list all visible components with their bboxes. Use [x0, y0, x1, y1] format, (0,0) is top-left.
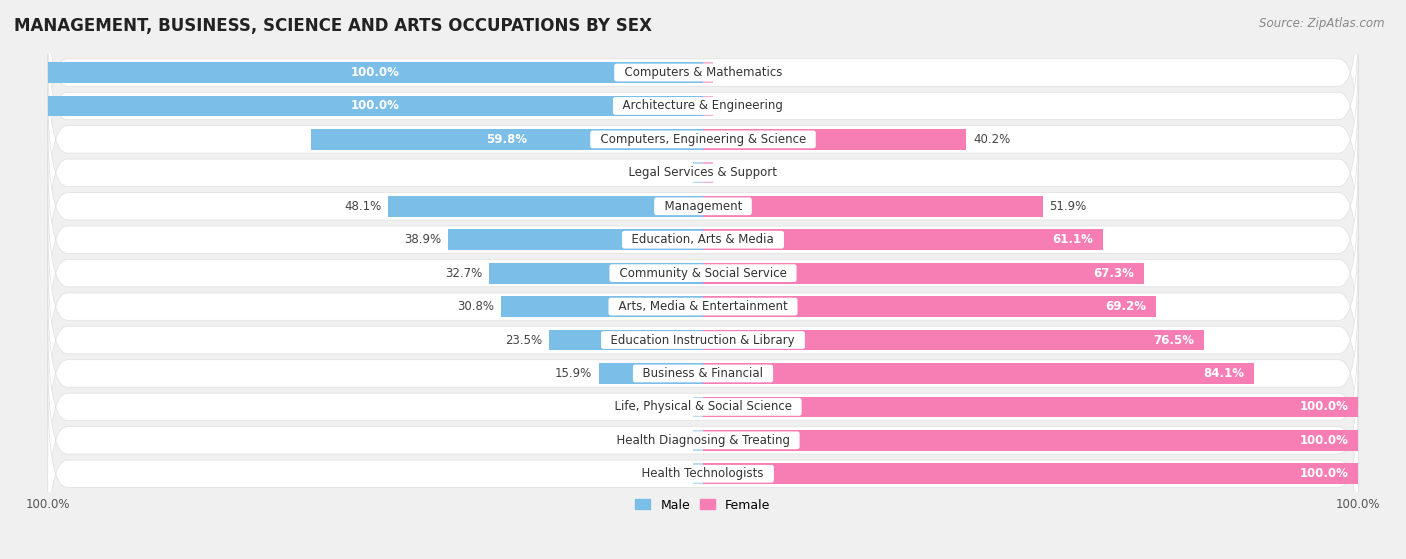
- Text: Health Technologists: Health Technologists: [634, 467, 772, 480]
- Text: 0.0%: 0.0%: [657, 434, 686, 447]
- Text: 51.9%: 51.9%: [1050, 200, 1087, 213]
- Text: 76.5%: 76.5%: [1153, 334, 1195, 347]
- Bar: [693, 396, 703, 417]
- Text: 69.2%: 69.2%: [1105, 300, 1147, 313]
- Text: 67.3%: 67.3%: [1094, 267, 1135, 280]
- FancyBboxPatch shape: [48, 187, 1358, 360]
- Bar: [703, 396, 1358, 417]
- FancyBboxPatch shape: [48, 0, 1358, 159]
- Text: 0.0%: 0.0%: [720, 167, 749, 179]
- Text: Education, Arts & Media: Education, Arts & Media: [624, 233, 782, 246]
- Text: 84.1%: 84.1%: [1204, 367, 1244, 380]
- FancyBboxPatch shape: [48, 153, 1358, 326]
- Bar: [548, 330, 703, 350]
- Text: MANAGEMENT, BUSINESS, SCIENCE AND ARTS OCCUPATIONS BY SEX: MANAGEMENT, BUSINESS, SCIENCE AND ARTS O…: [14, 17, 652, 35]
- FancyBboxPatch shape: [48, 120, 1358, 293]
- Bar: [703, 62, 713, 83]
- Bar: [703, 196, 1043, 217]
- Bar: [693, 463, 703, 484]
- Text: 100.0%: 100.0%: [1299, 400, 1348, 414]
- Text: 0.0%: 0.0%: [657, 400, 686, 414]
- Bar: [489, 263, 703, 283]
- Text: 0.0%: 0.0%: [657, 467, 686, 480]
- Bar: [48, 96, 703, 116]
- Bar: [703, 263, 1144, 283]
- Text: Business & Financial: Business & Financial: [636, 367, 770, 380]
- FancyBboxPatch shape: [48, 320, 1358, 494]
- Text: 100.0%: 100.0%: [1299, 434, 1348, 447]
- Bar: [388, 196, 703, 217]
- FancyBboxPatch shape: [48, 220, 1358, 393]
- Bar: [703, 330, 1205, 350]
- Text: 40.2%: 40.2%: [973, 133, 1010, 146]
- Text: 59.8%: 59.8%: [486, 133, 527, 146]
- FancyBboxPatch shape: [48, 53, 1358, 226]
- Text: 15.9%: 15.9%: [555, 367, 592, 380]
- Text: 100.0%: 100.0%: [352, 66, 399, 79]
- Text: Architecture & Engineering: Architecture & Engineering: [616, 100, 790, 112]
- Bar: [449, 229, 703, 250]
- Legend: Male, Female: Male, Female: [630, 494, 776, 517]
- Text: 61.1%: 61.1%: [1053, 233, 1094, 246]
- FancyBboxPatch shape: [48, 287, 1358, 460]
- Text: 100.0%: 100.0%: [720, 100, 763, 112]
- Text: 32.7%: 32.7%: [444, 267, 482, 280]
- Text: 23.5%: 23.5%: [505, 334, 543, 347]
- Bar: [703, 296, 1156, 317]
- Text: 30.8%: 30.8%: [457, 300, 495, 313]
- FancyBboxPatch shape: [48, 253, 1358, 427]
- Bar: [703, 163, 713, 183]
- Bar: [703, 463, 1358, 484]
- Text: Management: Management: [657, 200, 749, 213]
- Text: Health Diagnosing & Treating: Health Diagnosing & Treating: [609, 434, 797, 447]
- FancyBboxPatch shape: [48, 20, 1358, 192]
- Bar: [693, 163, 703, 183]
- Text: 100.0%: 100.0%: [720, 66, 763, 79]
- Text: 100.0%: 100.0%: [352, 100, 399, 112]
- Bar: [703, 229, 1104, 250]
- Text: Arts, Media & Entertainment: Arts, Media & Entertainment: [610, 300, 796, 313]
- Text: 100.0%: 100.0%: [1299, 467, 1348, 480]
- Text: 0.0%: 0.0%: [657, 167, 686, 179]
- Text: Computers, Engineering & Science: Computers, Engineering & Science: [592, 133, 814, 146]
- Text: 38.9%: 38.9%: [405, 233, 441, 246]
- FancyBboxPatch shape: [48, 387, 1358, 559]
- Text: Legal Services & Support: Legal Services & Support: [621, 167, 785, 179]
- Text: Source: ZipAtlas.com: Source: ZipAtlas.com: [1260, 17, 1385, 30]
- FancyBboxPatch shape: [48, 86, 1358, 259]
- Bar: [48, 62, 703, 83]
- Text: Life, Physical & Social Science: Life, Physical & Social Science: [607, 400, 799, 414]
- Text: 48.1%: 48.1%: [344, 200, 381, 213]
- Bar: [703, 430, 1358, 451]
- Bar: [693, 430, 703, 451]
- Text: Community & Social Service: Community & Social Service: [612, 267, 794, 280]
- FancyBboxPatch shape: [48, 354, 1358, 527]
- Text: Education Instruction & Library: Education Instruction & Library: [603, 334, 803, 347]
- Bar: [703, 96, 713, 116]
- Text: Computers & Mathematics: Computers & Mathematics: [617, 66, 789, 79]
- Bar: [501, 296, 703, 317]
- Bar: [703, 363, 1254, 384]
- Bar: [703, 129, 966, 150]
- Bar: [311, 129, 703, 150]
- Bar: [599, 363, 703, 384]
